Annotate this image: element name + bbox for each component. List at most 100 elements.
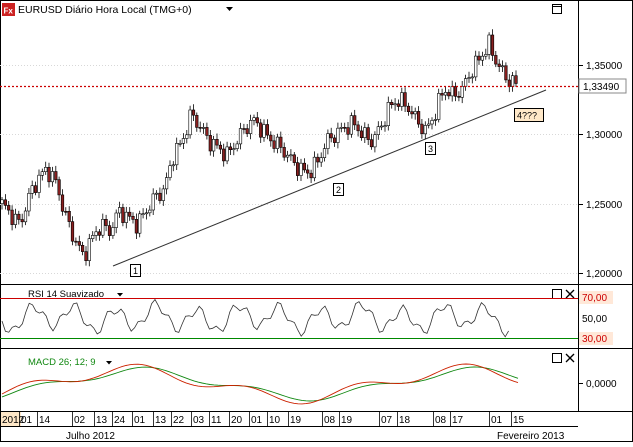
macd-title: MACD 26; 12; 9: [28, 357, 96, 368]
month-label-july: Julho 2012: [66, 431, 115, 442]
rsi-30-tag: [579, 332, 613, 345]
date-label: 07: [381, 415, 393, 426]
candle-body: [443, 92, 448, 96]
candle-body: [181, 138, 186, 144]
candle-body: [131, 216, 135, 220]
candle-body: [487, 34, 491, 55]
app-logo: [2, 3, 15, 16]
candle-body: [322, 148, 327, 159]
candle-body: [178, 143, 182, 145]
candle-body: [299, 162, 303, 176]
date-label: 02: [74, 415, 86, 426]
price-axis-label: 1,30000: [586, 130, 623, 141]
month-label-february: Fevereiro 2013: [497, 431, 565, 442]
candle-body: [292, 154, 296, 163]
wave-label-4-box[interactable]: [514, 108, 544, 122]
rsi-70-tag: [579, 291, 613, 304]
candle-body: [403, 92, 407, 107]
candle-body: [474, 55, 478, 78]
price-axis-label: 1,20000: [586, 269, 623, 280]
candle-body: [141, 213, 145, 215]
candle-body: [202, 127, 206, 129]
candle-body: [343, 127, 347, 129]
wave-label-1-box[interactable]: [130, 264, 141, 277]
price-axis: 1,35000 1,30000 1,25000 1,20000: [578, 61, 623, 280]
candle-body: [490, 34, 495, 56]
candle-body: [81, 245, 85, 252]
candle-body: [413, 111, 417, 115]
candle-body: [94, 231, 98, 236]
candle-body: [514, 75, 518, 84]
candle-body: [396, 103, 401, 107]
candle-body: [363, 127, 367, 138]
chart-header: Fx EURUSD Diário Hora Local (TMG+0): [2, 3, 562, 16]
candle-body: [265, 124, 270, 136]
candle-body: [128, 211, 132, 217]
date-label: 15: [513, 415, 525, 426]
candle-body: [208, 135, 212, 152]
date-label: 20: [231, 415, 243, 426]
date-label: 19: [290, 415, 302, 426]
candle-body: [225, 146, 229, 162]
date-label: 18: [399, 415, 411, 426]
candle-body: [282, 147, 286, 158]
rsi-70-label: 70,00: [582, 293, 607, 304]
trend-line[interactable]: [112, 89, 547, 267]
wave-label-4: 4???: [517, 111, 537, 121]
macd-maximize-icon[interactable]: [552, 353, 562, 363]
date-label: 17: [452, 415, 464, 426]
current-price-label: 1,33490: [583, 82, 620, 93]
date-label: 01: [491, 415, 503, 426]
rsi-dropdown-icon[interactable]: [117, 293, 123, 297]
candle-body: [13, 213, 18, 225]
candle-body: [326, 133, 330, 149]
candle-body: [306, 169, 310, 174]
candle-body: [329, 133, 333, 139]
candle-body: [165, 177, 169, 190]
candle-body: [406, 105, 411, 112]
candle-body: [252, 117, 256, 121]
candle-body: [0, 199, 4, 205]
wave-label-2-box[interactable]: [333, 183, 344, 196]
rsi-close-icon[interactable]: [565, 289, 575, 299]
candle-body: [30, 185, 34, 194]
candle-body: [124, 211, 128, 223]
candle-body: [302, 162, 307, 171]
candle-body: [460, 86, 464, 98]
candle-body: [285, 154, 290, 158]
candle-body: [191, 109, 196, 116]
candle-body: [379, 125, 384, 128]
macd-dropdown-icon[interactable]: [106, 361, 112, 365]
candle-body: [373, 134, 377, 148]
candle-body: [158, 192, 162, 201]
candle-body: [336, 127, 340, 143]
candle-body: [393, 103, 397, 106]
candle-body: [437, 93, 441, 120]
title-dropdown-icon[interactable]: [226, 7, 233, 11]
candle-body: [369, 139, 374, 148]
macd-zero-label: 0,0000: [586, 379, 617, 390]
rsi-maximize-icon[interactable]: [552, 289, 562, 299]
candle-body: [309, 172, 313, 179]
candle-body: [410, 111, 414, 115]
candle-body: [467, 77, 471, 79]
maximize-icon[interactable]: [552, 4, 562, 14]
candle-body: [104, 219, 108, 226]
candle-body: [97, 231, 101, 236]
candle-body: [23, 210, 28, 223]
candle-body: [171, 164, 175, 167]
app-logo-text: Fx: [4, 7, 14, 16]
date-label: 01: [21, 415, 33, 426]
candle-body: [275, 136, 280, 149]
candle-body: [54, 171, 58, 181]
candle-body: [249, 120, 253, 134]
candle-body: [463, 78, 468, 87]
candle-body: [40, 171, 44, 176]
macd-close-icon[interactable]: [565, 353, 575, 363]
wave-annotations: 1 2 3 4???: [130, 108, 544, 277]
wave-label-3-box[interactable]: [425, 142, 436, 155]
time-axis-highlight: [1, 412, 21, 426]
candle-body: [376, 126, 380, 135]
